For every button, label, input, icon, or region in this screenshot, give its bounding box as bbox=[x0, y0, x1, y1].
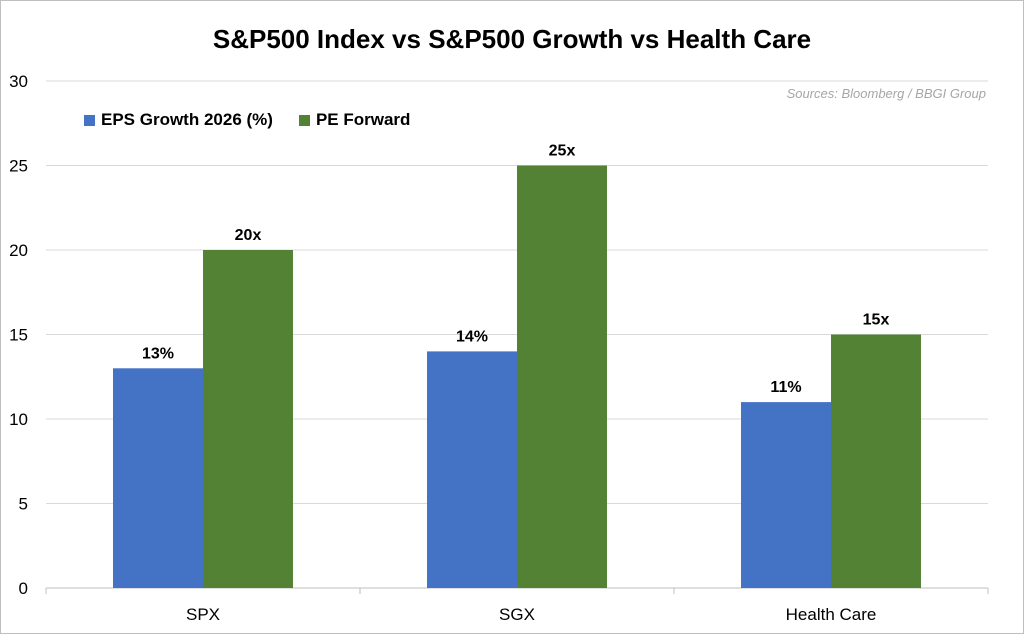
legend-swatch-pe bbox=[298, 114, 310, 126]
bar-eps-2 bbox=[741, 402, 831, 588]
chart-legend: EPS Growth 2026 (%) PE Forward bbox=[84, 110, 436, 130]
y-tick-label-10: 10 bbox=[9, 410, 28, 429]
y-tick-label-30: 30 bbox=[9, 72, 28, 91]
data-label-pe-1: 25x bbox=[549, 143, 576, 160]
chart-title: S&P500 Index vs S&P500 Growth vs Health … bbox=[212, 24, 812, 54]
x-category-label-2: Health Care bbox=[786, 605, 877, 624]
y-tick-label-15: 15 bbox=[9, 326, 28, 345]
data-label-eps-1: 14% bbox=[456, 328, 488, 345]
x-category-label-0: SPX bbox=[186, 605, 220, 624]
y-tick-label-20: 20 bbox=[9, 241, 28, 260]
data-label-pe-0: 20x bbox=[235, 227, 262, 244]
data-label-eps-0: 13% bbox=[142, 345, 174, 362]
legend-label-pe: PE Forward bbox=[315, 110, 411, 129]
bar-eps-0 bbox=[113, 368, 203, 588]
x-category-label-1: SGX bbox=[499, 605, 535, 624]
legend-label-eps: EPS Growth 2026 (%) bbox=[101, 110, 273, 129]
chart-source: Sources: Bloomberg / BBGI Group bbox=[786, 86, 986, 101]
bar-eps-1 bbox=[427, 351, 517, 588]
data-label-pe-2: 15x bbox=[863, 312, 890, 329]
legend-swatch-eps bbox=[84, 114, 95, 126]
bar-pe-1 bbox=[517, 165, 607, 588]
bar-pe-0 bbox=[203, 250, 293, 588]
bar-pe-2 bbox=[831, 334, 921, 588]
data-label-eps-2: 11% bbox=[770, 379, 801, 396]
legend-item-eps: EPS Growth 2026 (%) bbox=[84, 110, 273, 130]
y-tick-label-25: 25 bbox=[9, 157, 28, 176]
y-tick-label-5: 5 bbox=[19, 495, 28, 514]
legend-item-pe: PE Forward bbox=[298, 110, 411, 130]
y-tick-label-0: 0 bbox=[19, 579, 28, 598]
